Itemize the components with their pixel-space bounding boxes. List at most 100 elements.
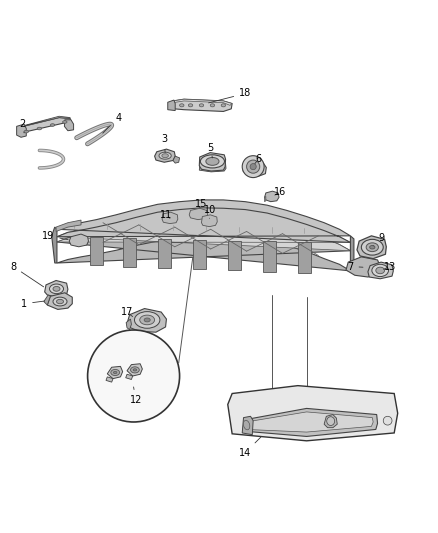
Text: 9: 9 <box>373 233 384 246</box>
Text: 1: 1 <box>21 298 45 309</box>
Polygon shape <box>57 216 350 271</box>
Ellipse shape <box>200 155 224 168</box>
Polygon shape <box>298 243 311 273</box>
Ellipse shape <box>37 127 42 130</box>
Polygon shape <box>106 377 113 382</box>
Polygon shape <box>199 152 226 171</box>
Ellipse shape <box>366 243 378 252</box>
Polygon shape <box>45 280 68 297</box>
Text: 13: 13 <box>384 262 396 271</box>
Polygon shape <box>155 149 175 162</box>
Ellipse shape <box>376 267 385 274</box>
Polygon shape <box>242 416 253 435</box>
Polygon shape <box>171 99 232 111</box>
Text: 6: 6 <box>255 154 261 164</box>
Ellipse shape <box>53 286 60 291</box>
Ellipse shape <box>210 104 215 107</box>
Ellipse shape <box>199 104 204 107</box>
Text: 17: 17 <box>121 308 133 318</box>
Polygon shape <box>162 212 178 223</box>
Polygon shape <box>324 415 337 427</box>
Polygon shape <box>368 262 393 279</box>
Polygon shape <box>265 197 266 201</box>
Polygon shape <box>243 408 378 437</box>
Polygon shape <box>201 215 217 227</box>
Ellipse shape <box>63 120 67 123</box>
Circle shape <box>247 160 260 173</box>
Polygon shape <box>52 227 57 263</box>
Polygon shape <box>168 100 175 110</box>
Text: 10: 10 <box>204 205 216 219</box>
Polygon shape <box>127 309 166 332</box>
Ellipse shape <box>49 284 64 294</box>
Polygon shape <box>107 366 123 378</box>
Text: 3: 3 <box>161 134 167 152</box>
Polygon shape <box>171 99 232 106</box>
Ellipse shape <box>244 421 250 430</box>
Ellipse shape <box>327 417 335 425</box>
Polygon shape <box>56 220 81 231</box>
Ellipse shape <box>134 312 160 328</box>
Text: 15: 15 <box>195 199 208 209</box>
Text: 5: 5 <box>207 143 213 158</box>
Text: 11: 11 <box>160 210 173 220</box>
Ellipse shape <box>50 124 55 126</box>
Ellipse shape <box>372 264 389 277</box>
Polygon shape <box>357 236 386 259</box>
Ellipse shape <box>111 369 120 376</box>
Polygon shape <box>18 116 70 127</box>
Circle shape <box>383 416 392 425</box>
Polygon shape <box>189 208 208 220</box>
Ellipse shape <box>188 104 193 107</box>
Polygon shape <box>126 319 131 329</box>
Polygon shape <box>18 118 71 136</box>
Ellipse shape <box>206 157 219 165</box>
Ellipse shape <box>53 297 67 306</box>
Polygon shape <box>126 374 133 379</box>
Polygon shape <box>193 239 206 269</box>
Polygon shape <box>64 120 74 131</box>
Text: 4: 4 <box>102 112 121 133</box>
Polygon shape <box>123 238 136 266</box>
Polygon shape <box>199 161 226 172</box>
Polygon shape <box>127 364 142 376</box>
Ellipse shape <box>370 246 375 249</box>
Polygon shape <box>158 239 171 268</box>
Text: 14: 14 <box>239 437 261 458</box>
Ellipse shape <box>140 315 155 325</box>
Ellipse shape <box>221 104 226 107</box>
Ellipse shape <box>162 154 168 158</box>
Text: 12: 12 <box>130 387 142 405</box>
Text: 18: 18 <box>208 88 251 103</box>
Text: 16: 16 <box>274 187 286 197</box>
Ellipse shape <box>131 367 139 373</box>
Ellipse shape <box>24 130 28 133</box>
Polygon shape <box>265 191 279 201</box>
Polygon shape <box>263 241 276 272</box>
Polygon shape <box>173 156 180 163</box>
Polygon shape <box>228 240 241 270</box>
Ellipse shape <box>144 318 150 322</box>
Polygon shape <box>44 295 50 305</box>
Polygon shape <box>17 124 26 138</box>
Polygon shape <box>57 208 350 251</box>
Polygon shape <box>243 160 266 176</box>
Polygon shape <box>350 236 354 271</box>
Text: 7: 7 <box>347 262 363 271</box>
Ellipse shape <box>57 300 64 304</box>
Polygon shape <box>245 412 373 432</box>
Circle shape <box>242 156 264 177</box>
Ellipse shape <box>180 104 184 107</box>
Polygon shape <box>57 200 350 243</box>
Ellipse shape <box>113 372 117 374</box>
Polygon shape <box>90 237 103 265</box>
Ellipse shape <box>133 369 137 371</box>
Ellipse shape <box>361 239 383 255</box>
Ellipse shape <box>159 152 171 159</box>
Circle shape <box>88 330 180 422</box>
Polygon shape <box>346 257 380 277</box>
Text: 2: 2 <box>19 119 25 133</box>
Circle shape <box>250 164 256 169</box>
Text: 8: 8 <box>10 262 44 287</box>
Text: 19: 19 <box>42 231 68 241</box>
